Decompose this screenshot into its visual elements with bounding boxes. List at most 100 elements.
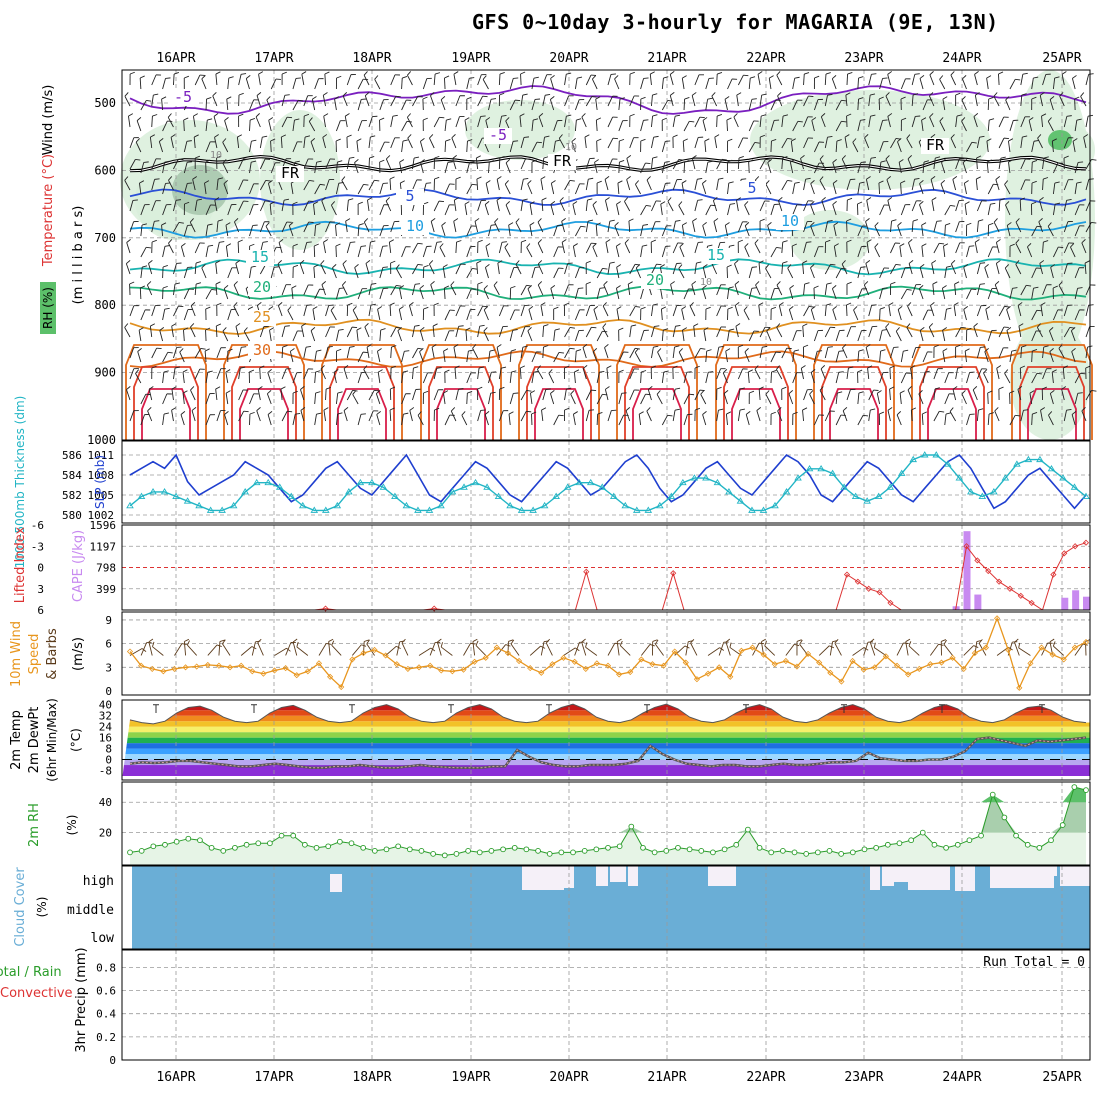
thickness-marker bbox=[586, 478, 595, 486]
thickness-marker bbox=[771, 501, 779, 509]
wind-barb-flag bbox=[961, 96, 966, 101]
wind-barb-flag bbox=[609, 261, 615, 264]
wind-barb-flag bbox=[458, 388, 464, 390]
wind-barb bbox=[803, 179, 807, 191]
wind-barb bbox=[716, 305, 722, 317]
rh2m-marker bbox=[441, 852, 448, 859]
wind-barb-flag bbox=[543, 156, 549, 159]
wind-barb bbox=[942, 351, 946, 363]
wind-barb bbox=[585, 646, 598, 656]
lifted-index-marker bbox=[843, 571, 851, 578]
rh-shading-max bbox=[1048, 130, 1072, 150]
wind-barb bbox=[727, 183, 730, 195]
wind-barb-flag bbox=[477, 239, 483, 243]
wind-barb bbox=[973, 116, 978, 128]
wind10-marker bbox=[504, 650, 512, 657]
wind-barb bbox=[194, 74, 201, 86]
wind-barb-flag bbox=[794, 349, 800, 352]
wind-barb-flag bbox=[374, 389, 380, 392]
contour-label-bg bbox=[484, 128, 512, 144]
wind-barb bbox=[824, 95, 828, 107]
wind-barb-flag bbox=[290, 348, 295, 352]
contour-label-bg bbox=[548, 154, 576, 170]
wind-barb bbox=[694, 263, 697, 275]
cloud-clear-gap bbox=[894, 866, 908, 882]
wind10-marker bbox=[482, 654, 489, 661]
wind-barb-flag bbox=[434, 176, 440, 180]
wind-barb-flag bbox=[1014, 638, 1019, 643]
wind-barb bbox=[624, 242, 631, 254]
wind10-marker bbox=[149, 665, 156, 672]
wind-barb-flag bbox=[476, 155, 481, 159]
wind-barb bbox=[874, 246, 880, 258]
wind-barb bbox=[879, 267, 885, 279]
wind-barb-flag bbox=[866, 176, 871, 180]
lifted-tick-label: 6 bbox=[37, 604, 44, 617]
wind-barb-flag bbox=[267, 411, 273, 415]
cloud-clear-gap bbox=[1060, 866, 1090, 886]
wind-barb bbox=[409, 305, 413, 317]
wind-barb bbox=[488, 161, 490, 174]
wind-barb bbox=[712, 200, 718, 212]
wind-barb bbox=[683, 98, 686, 111]
wind-barb-flag bbox=[1052, 138, 1057, 142]
wind-barb-flag bbox=[364, 639, 370, 642]
wind-barb-flag bbox=[996, 365, 1002, 369]
wind-barb bbox=[1015, 264, 1022, 275]
wind-barb bbox=[890, 138, 897, 149]
wind-barb-flag bbox=[181, 243, 186, 247]
wind-barb bbox=[792, 204, 798, 216]
wind-barb-flag bbox=[806, 241, 812, 243]
thickness-marker bbox=[1082, 492, 1090, 499]
wind-barb bbox=[454, 368, 457, 380]
wind-barb-flag bbox=[587, 198, 593, 201]
rh2m-marker bbox=[803, 851, 810, 857]
wind-barb bbox=[183, 329, 185, 342]
wind-barb bbox=[640, 371, 642, 384]
wind-barb bbox=[764, 645, 776, 656]
rh2m-marker bbox=[150, 843, 157, 850]
wind-barb-flag bbox=[721, 158, 727, 161]
wind-barb-flag bbox=[493, 281, 498, 286]
wind-barb-flag bbox=[624, 239, 629, 244]
contour-label-bg bbox=[776, 214, 804, 230]
wind-barb bbox=[781, 347, 788, 359]
wind-barb-flag bbox=[574, 369, 580, 373]
wind-barb bbox=[508, 414, 511, 426]
wind-barb bbox=[615, 288, 620, 300]
wind-barb bbox=[781, 157, 784, 170]
wind-barb-flag bbox=[249, 411, 255, 415]
wind-barb-flag bbox=[561, 239, 567, 243]
wind-barb-flag bbox=[1076, 181, 1082, 184]
wind-barb-flag bbox=[672, 134, 678, 138]
wind-barb-flag bbox=[256, 92, 262, 96]
wind-barb bbox=[876, 393, 881, 405]
wind-barb-flag bbox=[953, 302, 959, 306]
wind-barb-flag bbox=[1080, 372, 1086, 375]
wind-barb bbox=[1031, 350, 1033, 363]
wind-barb bbox=[866, 242, 870, 254]
wind-barb bbox=[907, 389, 913, 401]
wind-barb bbox=[292, 330, 298, 342]
wind-barb bbox=[520, 200, 524, 212]
wind-barb bbox=[537, 242, 544, 254]
wind-barb-flag bbox=[1048, 411, 1053, 416]
wind-barb bbox=[716, 284, 722, 296]
wind-barb-flag bbox=[520, 71, 526, 75]
wind-barb bbox=[550, 78, 555, 90]
wind-barb bbox=[509, 350, 512, 363]
wind-barb-flag bbox=[283, 198, 290, 201]
wind-barb-flag bbox=[168, 239, 173, 244]
wind-barb bbox=[335, 120, 341, 132]
wind-barb-flag bbox=[483, 327, 488, 332]
wind-barb bbox=[824, 305, 827, 317]
wind-barb bbox=[1041, 116, 1043, 128]
wind-barb bbox=[595, 119, 598, 132]
wind-barb bbox=[440, 99, 446, 111]
wind-barb-flag bbox=[794, 76, 800, 79]
wind-barb-flag bbox=[744, 201, 749, 206]
wind-barb bbox=[1019, 199, 1022, 212]
wind-barb bbox=[1042, 178, 1044, 191]
wind-barb bbox=[770, 371, 772, 384]
wind-barb bbox=[628, 220, 631, 233]
